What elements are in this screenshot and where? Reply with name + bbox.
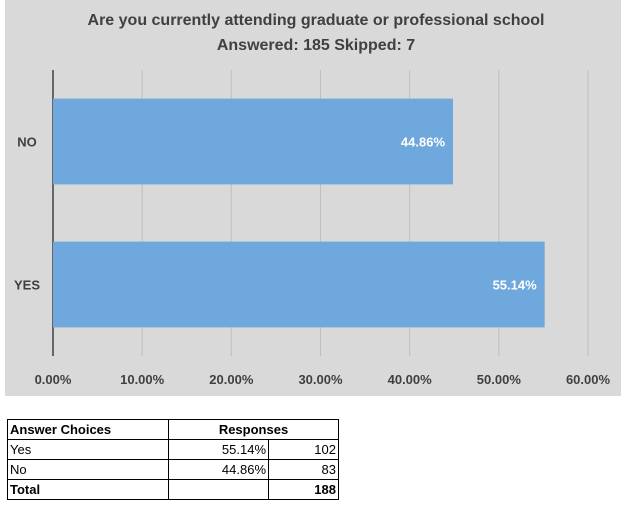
bar-value-label: 44.86% xyxy=(401,135,446,150)
x-tick-label: 60.00% xyxy=(566,372,611,387)
table-row: No 44.86% 83 xyxy=(7,459,339,480)
header-answer-choices: Answer Choices xyxy=(7,419,169,440)
table-row: Yes 55.14% 102 xyxy=(7,439,339,460)
category-layer: NO YES xyxy=(14,135,40,293)
tick-layer: 0.00% 10.00% 20.00% 30.00% 40.00% 50.00% 60.00… xyxy=(35,372,611,387)
cell-total-empty xyxy=(168,479,269,500)
x-tick-label: 0.00% xyxy=(35,372,72,387)
bar-no xyxy=(53,98,454,185)
category-label: NO xyxy=(17,135,37,150)
x-tick-label: 10.00% xyxy=(120,372,165,387)
x-tick-label: 30.00% xyxy=(298,372,343,387)
x-tick-label: 20.00% xyxy=(209,372,254,387)
bar-chart: Are you currently attending graduate or … xyxy=(14,12,611,387)
table-header-row: Answer Choices Responses xyxy=(7,419,339,440)
bar-value-label: 55.14% xyxy=(493,278,538,293)
cell-percent: 55.14% xyxy=(168,439,269,460)
header-responses: Responses xyxy=(168,419,339,440)
chart-title: Are you currently attending graduate or … xyxy=(88,12,545,29)
cell-count: 83 xyxy=(268,459,339,480)
cell-percent: 44.86% xyxy=(168,459,269,480)
cell-choice: No xyxy=(7,459,169,480)
x-tick-label: 50.00% xyxy=(477,372,522,387)
summary-table: Answer Choices Responses Yes 55.14% 102 … xyxy=(7,419,339,500)
table-total-row: Total 188 xyxy=(7,479,339,500)
cell-total-label: Total xyxy=(7,479,169,500)
cell-count: 102 xyxy=(268,439,339,460)
x-tick-label: 40.00% xyxy=(388,372,433,387)
bar-yes xyxy=(53,241,545,328)
chart-area: Are you currently attending graduate or … xyxy=(5,0,621,396)
chart-subtitle: Answered: 185 Skipped: 7 xyxy=(217,37,415,54)
cell-total-value: 188 xyxy=(268,479,339,500)
category-label: YES xyxy=(14,278,40,293)
cell-choice: Yes xyxy=(7,439,169,460)
bar-layer: 44.86% 55.14% xyxy=(53,98,545,328)
